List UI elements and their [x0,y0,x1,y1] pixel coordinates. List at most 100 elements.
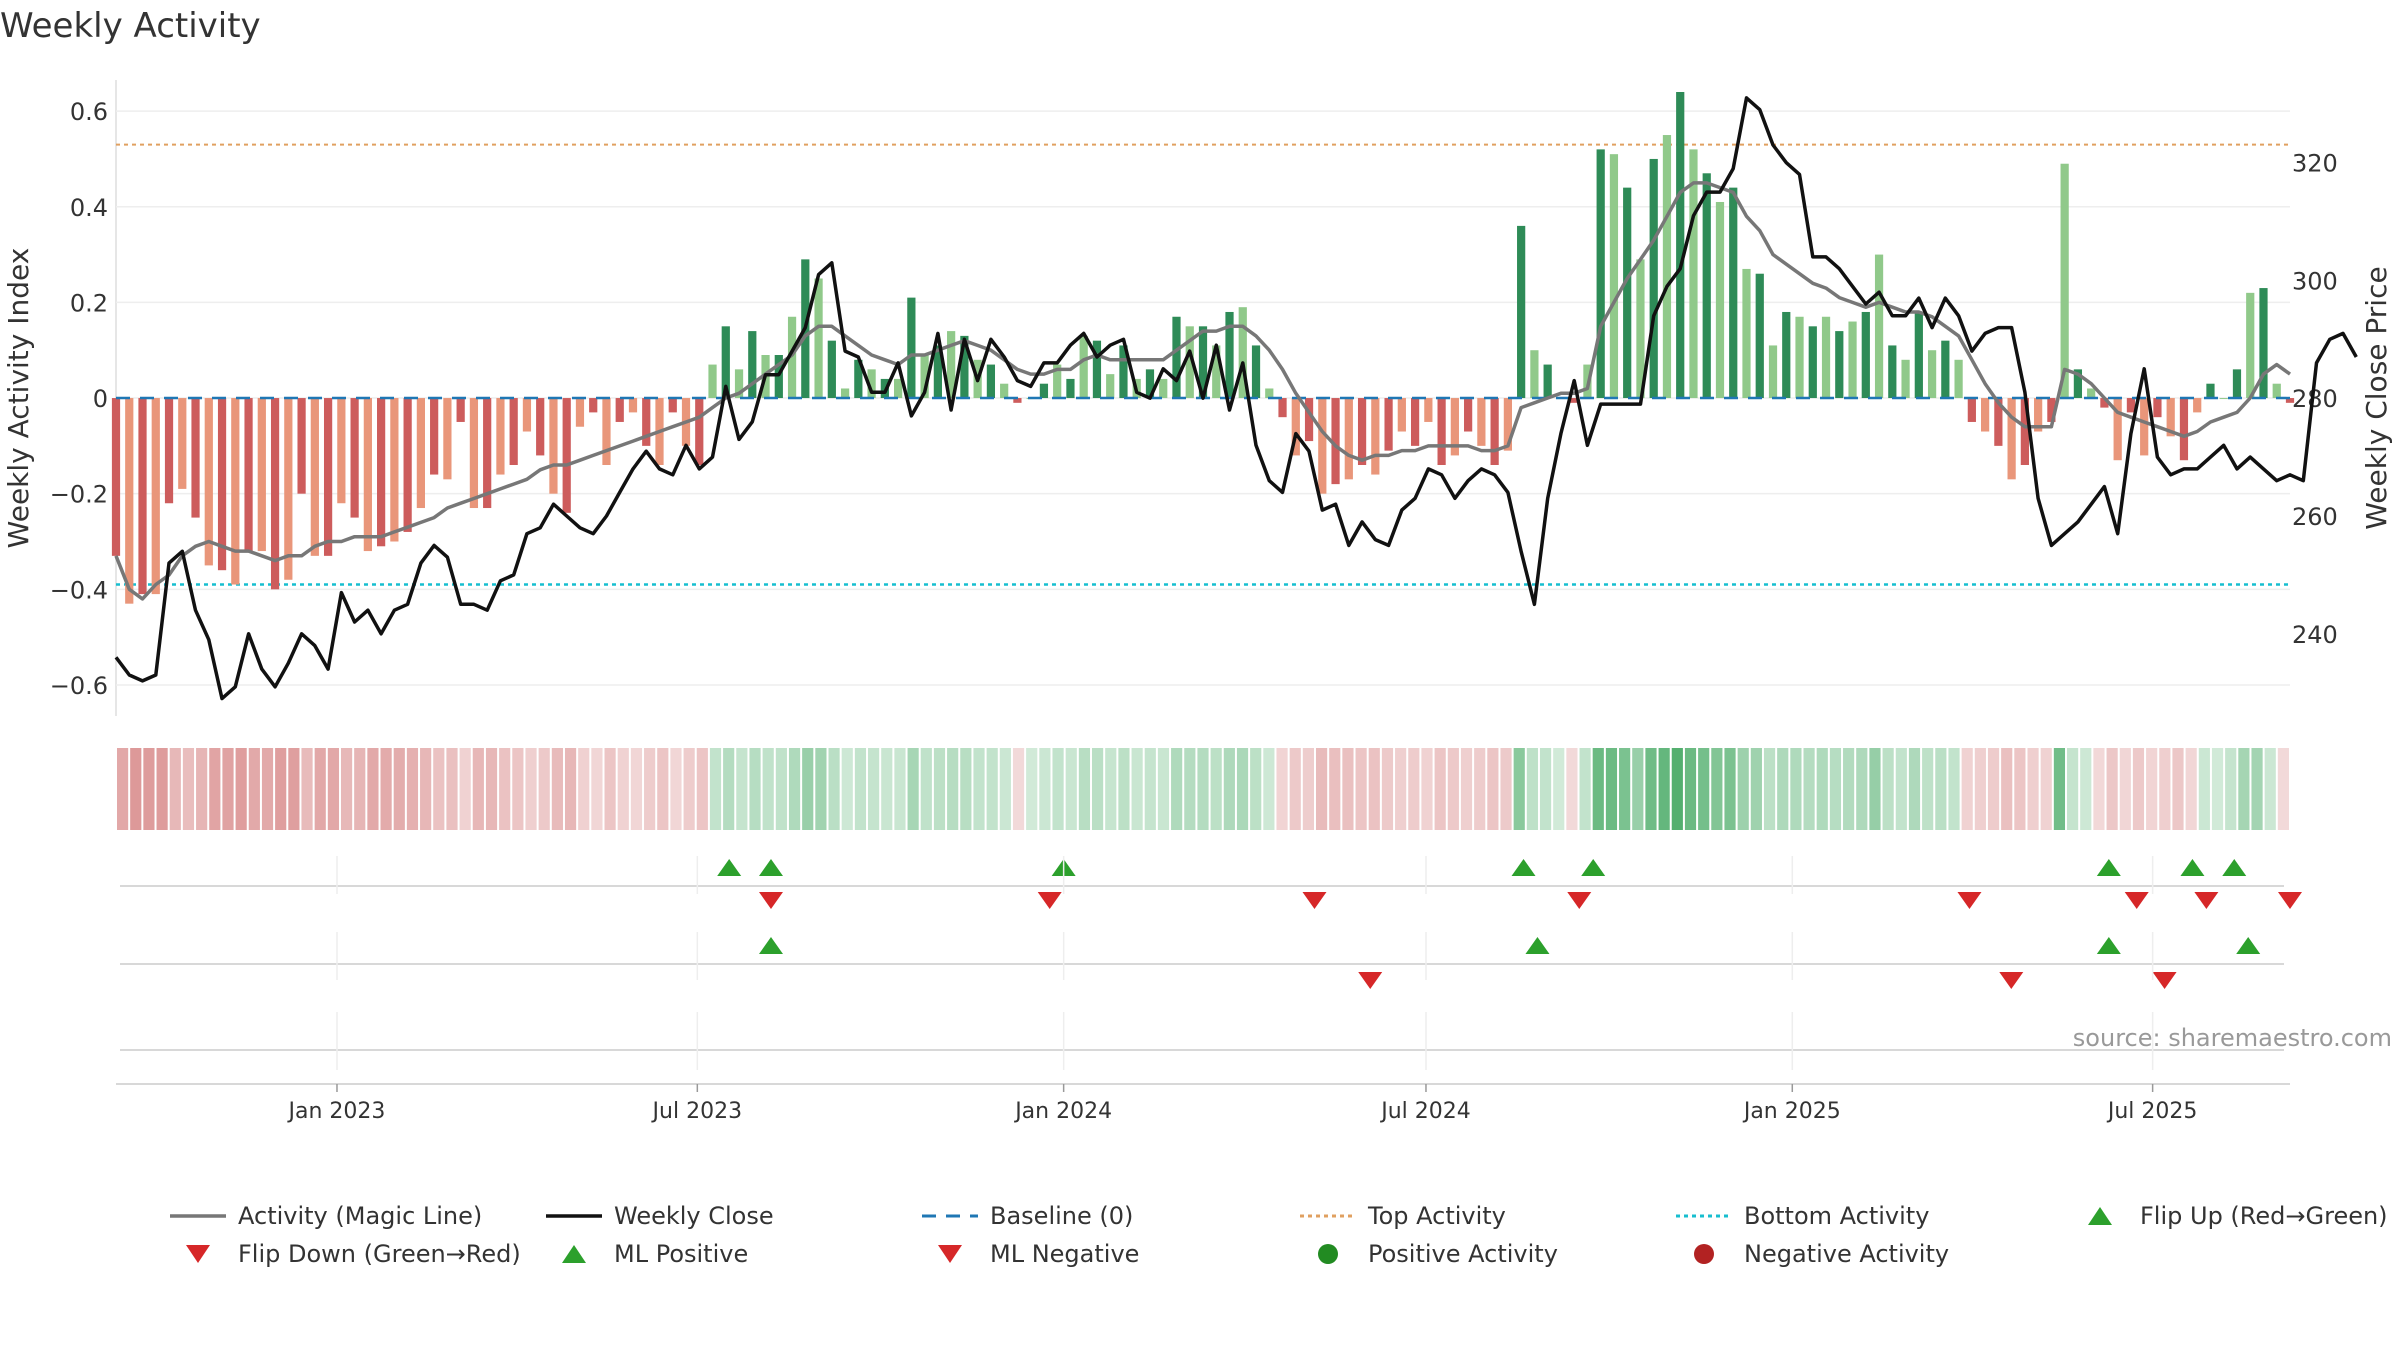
activity-bar [1755,273,1764,399]
activity-strip-cell [604,748,616,830]
activity-strip-cell [169,748,181,830]
triangle-down-marker [1302,892,1327,909]
activity-bar [1344,398,1353,480]
activity-bar [1874,254,1884,399]
activity-bar [2285,398,2295,403]
activity-strip-cell [1381,748,1394,830]
activity-strip-cell [196,748,208,830]
activity-strip-cell [420,748,432,830]
activity-strip-cell [1447,748,1459,830]
y-axis-label: Weekly Activity Index [2,248,35,549]
activity-strip-cell [960,748,972,830]
activity-bar [1636,259,1645,399]
activity-bar [217,398,227,571]
activity-bar [867,369,876,399]
activity-strip-cell [670,748,682,830]
activity-strip-cell [1487,748,1499,830]
activity-strip-cell [1052,748,1064,830]
activity-strip-cell [2067,748,2079,830]
activity-bar [1079,335,1088,399]
activity-bar [1304,398,1314,442]
circle-icon [1694,1244,1714,1264]
activity-strip-cell [1289,748,1301,830]
activity-strip-cell [1460,748,1473,830]
activity-strip-cell [1210,748,1222,830]
activity-strip-cell [1368,748,1380,830]
activity-strip-cell [1078,748,1091,830]
legend-label: Weekly Close [614,1202,774,1230]
activity-bar [2007,398,2016,480]
close-line-icon [546,1214,602,1218]
activity-strip-cell [973,748,985,830]
activity-bar [1927,350,1937,399]
activity-strip-cell [1658,748,1670,830]
activity-strip-cell [2238,748,2250,830]
activity-strip-cell [1342,748,1354,830]
activity-bar [522,398,532,432]
activity-strip-cell [1974,748,1986,830]
activity-bar [377,398,386,547]
activity-strip-cell [1790,748,1802,830]
activity-strip-cell [578,748,590,830]
activity-strip-cell [907,748,919,830]
y2-tick-label: 320 [2292,150,2338,178]
activity-strip-cell [1961,748,1973,830]
activity-bar [1039,383,1049,399]
triangle-down-icon [186,1245,210,1263]
activity-bar [615,398,624,422]
activity-strip-cell [1105,748,1117,830]
activity-strip-cell [749,748,761,830]
activity-bar [1848,321,1857,399]
activity-bar [443,398,452,480]
activity-bar [1609,154,1619,399]
activity-bar [2020,398,2029,465]
activity-bar [1530,350,1539,399]
activity-strip-cell [367,748,379,830]
activity-strip-cell [1724,748,1736,830]
activity-strip-cell [868,748,880,830]
activity-bar [1464,398,1473,432]
legend-item: Top Activity [1296,1199,1506,1233]
activity-bar [1861,311,1870,399]
activity-bar [1835,331,1844,399]
activity-bar [1702,173,1711,399]
activity-bar [1331,398,1340,485]
activity-bar [403,398,412,532]
activity-bar [1503,398,1512,451]
activity-bar [1251,345,1261,399]
activity-strip-cell [1197,748,1209,830]
triangle-up-marker [2180,859,2205,876]
activity-bar [827,340,836,399]
y-tick-label: 0.6 [70,98,108,126]
legend-item: Negative Activity [1672,1237,1949,1271]
triangle-down-marker [1567,892,1592,909]
activity-strip-cell [1671,748,1683,830]
legend-item: Baseline (0) [918,1199,1133,1233]
y2-tick-label: 240 [2292,621,2338,649]
x-tick-label: Jan 2024 [1013,1099,1112,1124]
activity-bar [1649,158,1658,399]
activity-strip-cell [1131,748,1143,830]
activity-bar [1729,187,1738,399]
activity-strip-cell [617,748,629,830]
activity-bar [1437,398,1446,465]
activity-bar [323,398,333,556]
triangle-up-marker [758,937,783,954]
activity-strip-cell [1645,748,1657,830]
activity-bar [231,398,240,585]
activity-bar [1397,398,1406,432]
activity-strip-cell [2264,748,2276,830]
activity-strip-cell [564,748,577,830]
triangle-up-icon [2088,1207,2112,1225]
activity-strip-cell [2211,748,2224,830]
activity-strip-cell [538,748,550,830]
activity-strip-cell [2172,748,2184,830]
activity-strip-cell [1908,748,1921,830]
activity-strip-cell [828,748,840,830]
activity-strip-cell [2277,748,2289,830]
activity-strip-cell [1737,748,1749,830]
activity-strip-cell [644,748,656,830]
activity-strip-cell [1434,748,1446,830]
activity-strip-cell [696,748,708,830]
legend-label: Top Activity [1368,1202,1506,1230]
